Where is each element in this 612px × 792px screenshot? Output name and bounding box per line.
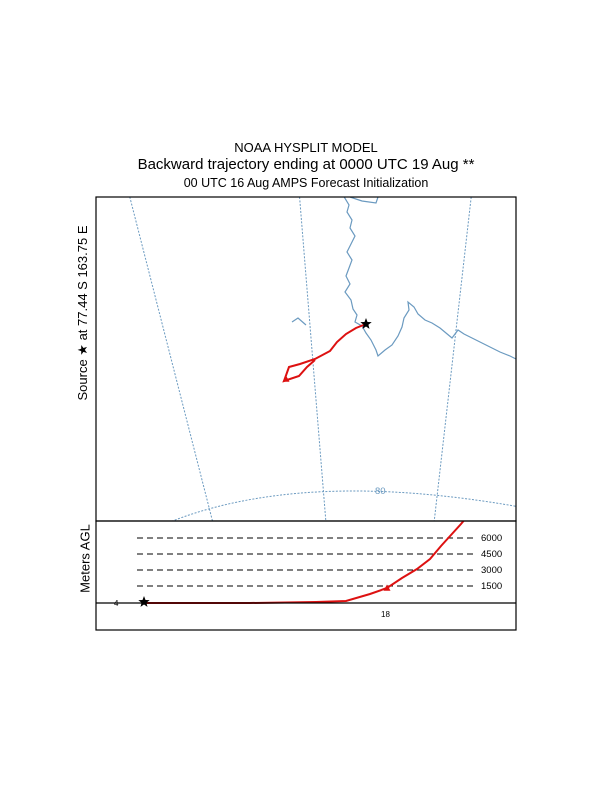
map-frame xyxy=(95,196,517,522)
longitude-gridlines xyxy=(129,197,472,521)
coastline xyxy=(291,317,307,326)
latitude-circle xyxy=(171,490,516,521)
height-profile-panel: 6000 4500 3000 1500 4 18 xyxy=(95,520,517,631)
star-icon xyxy=(360,318,372,329)
trajectory-title: Backward trajectory ending at 0000 UTC 1… xyxy=(137,156,475,173)
height-label-6000: 6000 xyxy=(481,533,502,544)
height-label-4500: 4500 xyxy=(481,549,502,560)
coastline xyxy=(349,197,379,204)
latitude-label: 80 xyxy=(375,486,386,497)
trajectory-height-path xyxy=(144,521,465,604)
trajectory-marker xyxy=(383,584,391,591)
initialization-title: 00 UTC 16 Aug AMPS Forecast Initializati… xyxy=(183,176,429,190)
star-icon xyxy=(138,596,150,607)
meridian-line xyxy=(433,197,472,521)
height-label-3000: 3000 xyxy=(481,565,502,576)
source-star-mark xyxy=(360,318,372,329)
time-label-left: 4 xyxy=(114,599,119,608)
trajectory-path xyxy=(282,323,367,383)
height-guide-lines xyxy=(137,537,474,587)
time-label-mid: 18 xyxy=(381,610,390,619)
map-trajectory xyxy=(282,323,367,383)
map-panel: 80 xyxy=(95,196,517,522)
trajectory-marker xyxy=(282,375,290,382)
profile-frame xyxy=(95,520,517,631)
coastline xyxy=(343,197,516,360)
meridian-line xyxy=(129,197,214,521)
meridian-line xyxy=(299,197,327,521)
model-title: NOAA HYSPLIT MODEL xyxy=(234,140,378,155)
source-star-mark xyxy=(138,596,150,607)
height-label-1500: 1500 xyxy=(481,581,502,592)
